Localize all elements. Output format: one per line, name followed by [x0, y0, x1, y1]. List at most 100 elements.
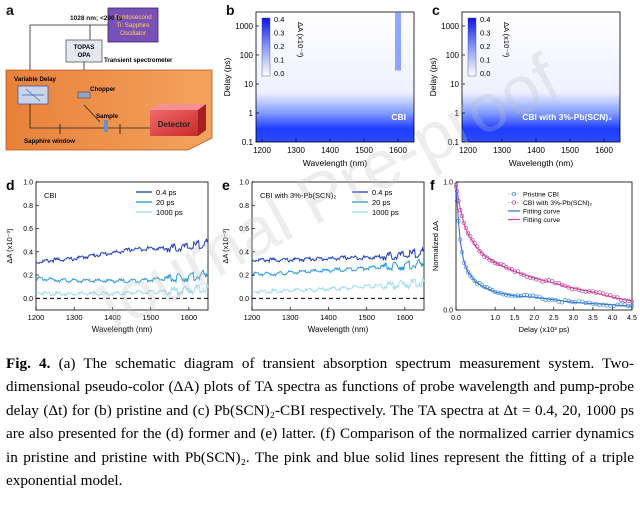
data-marker — [501, 262, 506, 268]
data-marker — [512, 294, 517, 299]
data-marker — [524, 274, 529, 279]
y-tick-label: 0.0 — [443, 308, 453, 315]
legend-label: 1000 ps — [156, 208, 183, 217]
map-sample-label: CBI — [391, 112, 406, 122]
colorbar-tick-label: 0.1 — [480, 56, 490, 65]
data-marker — [461, 260, 467, 265]
data-marker — [479, 251, 485, 256]
y-tick-label: 0.2 — [23, 273, 33, 280]
data-marker — [482, 284, 487, 290]
variable-delay-label: Variable Delay — [14, 76, 57, 83]
x-tick-label: 1600 — [181, 313, 198, 322]
data-marker — [506, 266, 512, 271]
y-tick-label: 1000 — [441, 22, 459, 31]
y-tick-label: 1.0 — [443, 180, 453, 187]
panel-e: e 0.4 ps 20 ps 1000 ps CBI with 3%-Pb(SCN)₂ 1… — [216, 176, 428, 346]
data-marker — [490, 258, 495, 264]
data-marker — [515, 269, 520, 274]
x-axis-label: Wavelength (nm) — [303, 158, 368, 168]
data-marker — [566, 298, 571, 304]
legend-label: 20 ps — [372, 198, 391, 207]
data-marker — [453, 182, 459, 187]
data-marker — [461, 220, 467, 226]
legend-label: 20 ps — [156, 198, 175, 207]
panel-b-letter: b — [226, 2, 235, 18]
data-marker — [482, 254, 487, 259]
data-marker — [487, 258, 492, 263]
data-marker — [608, 293, 613, 298]
x-tick-label: 4.0 — [608, 315, 618, 322]
data-marker — [470, 275, 475, 280]
sample — [104, 120, 108, 132]
detector-label: Detector — [158, 120, 190, 129]
colorbar-label: ΔA (x10⁻³) — [502, 22, 511, 58]
data-marker — [501, 292, 506, 297]
x-tick-label: 3.0 — [568, 315, 578, 322]
panel-letter: f — [430, 177, 435, 193]
colorbar-label: ΔA (x10⁻³) — [296, 22, 305, 58]
data-marker — [521, 292, 526, 298]
data-marker — [518, 293, 523, 299]
panel-a-letter: a — [6, 2, 14, 18]
data-marker — [459, 250, 465, 255]
y-tick-label: 1.0 — [23, 180, 33, 187]
x-tick-label: 1200 — [28, 313, 45, 322]
y-axis-label: ΔA (x10⁻³) — [221, 228, 230, 264]
detector-side — [198, 104, 206, 136]
colorbar-tick-label: 0.2 — [274, 42, 284, 51]
x-tick-label: 1600 — [595, 146, 613, 155]
panel-d: d 0.4 ps 20 ps 1000 ps CBI 1200 1300 1400 1500 16… — [0, 176, 222, 346]
plot-frame — [35, 181, 209, 311]
y-tick-label: 1.0 — [239, 180, 249, 187]
data-marker — [527, 275, 533, 280]
data-marker — [474, 244, 480, 249]
data-marker — [456, 218, 461, 223]
data-marker — [563, 283, 568, 288]
data-marker — [492, 260, 498, 266]
legend-label: Fitting curve — [523, 217, 560, 224]
y-tick-label: 0.1 — [242, 138, 254, 147]
data-marker — [455, 189, 460, 194]
y-tick-label: 0.4 — [239, 249, 249, 256]
data-marker — [556, 280, 561, 286]
plot-frame — [455, 181, 633, 311]
panel-c-letter: c — [432, 2, 440, 18]
y-tick-label: 0.8 — [23, 203, 33, 210]
data-marker — [622, 302, 627, 307]
legend-label: CBI with 3%-Pb(SCN)₂ — [523, 200, 592, 207]
data-marker — [492, 289, 498, 295]
x-tick-label: 0.0 — [451, 315, 461, 322]
data-marker — [590, 289, 595, 294]
spectrometer-label: Transient spectrometer — [104, 57, 173, 64]
data-marker — [559, 300, 565, 305]
x-tick-label: 1300 — [282, 313, 299, 322]
laser-box — [107, 7, 159, 43]
y-tick-label: 0.8 — [239, 203, 249, 210]
y-axis-label: Delay (ps) — [428, 57, 438, 96]
setup-schematic: Femtosecond Ti: Sapphire Oscillator 1028… — [5, 7, 213, 151]
colorbar-tick-label: 0.0 — [480, 69, 490, 78]
chopper-label: Chopper — [90, 86, 116, 93]
x-tick-label: 1600 — [397, 313, 414, 322]
laser-spec: 1028 nm; <290 fs — [70, 15, 123, 22]
x-axis-label: Delay (x10³ ps) — [519, 325, 570, 334]
data-marker — [524, 293, 529, 298]
legend-label: Pristine CBI — [523, 192, 559, 199]
data-marker — [468, 234, 473, 239]
data-marker — [453, 184, 459, 190]
x-tick-label: 1300 — [493, 146, 511, 155]
data-marker — [465, 269, 471, 275]
data-marker — [456, 198, 461, 203]
detector-box — [150, 110, 198, 136]
x-tick-label: 1200 — [253, 146, 271, 155]
colorbar-tick-label: 0.3 — [480, 29, 490, 38]
series-line-1 — [36, 269, 209, 284]
sapphire-label: Sapphire window — [24, 138, 75, 145]
data-marker — [512, 269, 517, 274]
chart-title: CBI with 3%-Pb(SCN)₂ — [260, 191, 336, 200]
data-marker — [463, 265, 469, 270]
colorbar-tick-label: 0.4 — [274, 15, 284, 24]
data-marker — [611, 303, 616, 308]
colorbar — [467, 17, 477, 77]
